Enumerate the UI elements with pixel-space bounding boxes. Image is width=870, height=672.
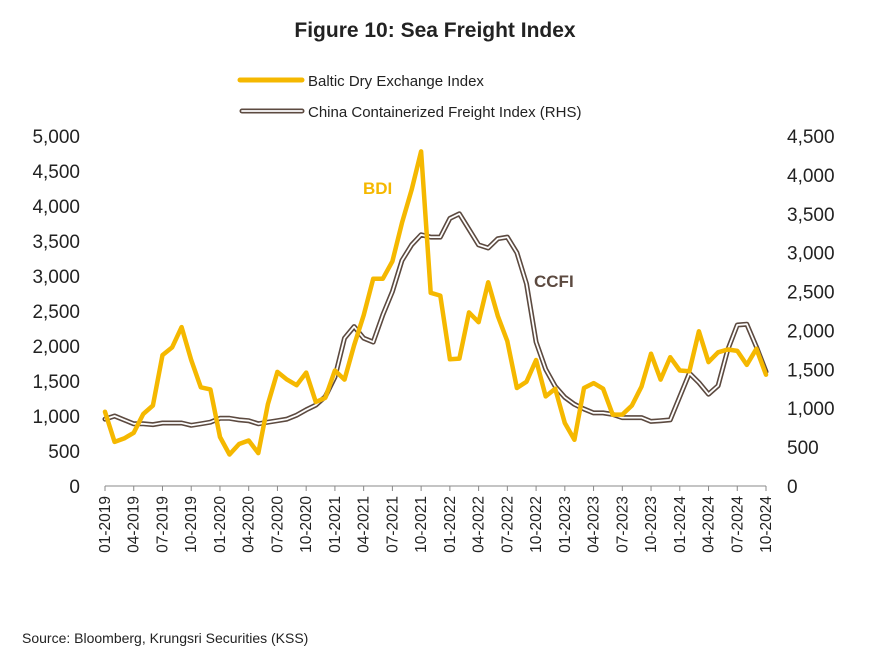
y-left-tick-label: 0 <box>69 477 80 498</box>
y-right-tick-label: 2,500 <box>787 283 835 304</box>
x-tick-label: 10-2019 <box>183 496 200 553</box>
x-tick-label: 07-2019 <box>154 496 171 553</box>
x-tick-label: 10-2020 <box>298 496 315 553</box>
x-tick-label: 04-2024 <box>701 496 718 553</box>
x-tick-label: 01-2019 <box>97 496 114 553</box>
y-right-tick-label: 0 <box>787 477 798 498</box>
x-tick-label: 01-2022 <box>442 496 459 553</box>
x-tick-label: 10-2024 <box>758 496 775 553</box>
y-left-tick-label: 2,000 <box>32 337 80 358</box>
y-right-tick-label: 3,500 <box>787 205 835 226</box>
x-tick-label: 04-2019 <box>126 496 143 553</box>
bdi-series-line <box>102 149 769 457</box>
ccfi-series-line-inner <box>104 212 767 427</box>
x-tick-label: 07-2023 <box>614 496 631 553</box>
x-tick-label: 07-2021 <box>384 496 401 553</box>
chart-title: Figure 10: Sea Freight Index <box>294 19 576 42</box>
y-right-tick-label: 2,000 <box>787 321 835 342</box>
x-tick-label: 07-2024 <box>729 496 746 553</box>
x-tick-label: 04-2023 <box>586 496 603 553</box>
x-tick-label: 01-2023 <box>557 496 574 553</box>
y-left-tick-label: 4,000 <box>32 197 80 218</box>
x-tick-label: 07-2022 <box>499 496 516 553</box>
y-left-tick-label: 1,000 <box>32 407 80 428</box>
x-tick-label: 04-2022 <box>471 496 488 553</box>
y-right-tick-label: 1,000 <box>787 399 835 420</box>
y-left-tick-label: 2,500 <box>32 302 80 323</box>
y-axis-right: 0 500 1,000 1,500 2,000 2,500 3,000 3,500 4,000 4… <box>787 127 835 498</box>
y-left-tick-label: 1,500 <box>32 372 80 393</box>
x-tick-label: 10-2023 <box>643 496 660 553</box>
x-tick-label: 01-2021 <box>327 496 344 553</box>
y-axis-left: 0 500 1,000 1,500 2,000 2,500 3,000 3,500 4,000 4… <box>32 127 80 498</box>
legend-label-bdi: Baltic Dry Exchange Index <box>308 73 484 90</box>
y-left-tick-label: 500 <box>48 442 80 463</box>
x-tick-label: 04-2021 <box>356 496 373 553</box>
x-tick-label: 01-2024 <box>672 496 689 553</box>
x-tick-label: 10-2022 <box>528 496 545 553</box>
legend-label-ccfi: China Containerized Freight Index (RHS) <box>308 104 581 121</box>
y-right-tick-label: 4,500 <box>787 127 835 148</box>
annotation-ccfi: CCFI <box>534 272 574 291</box>
x-tick-label: 10-2021 <box>413 496 430 553</box>
y-right-tick-label: 500 <box>787 438 819 459</box>
y-right-tick-label: 1,500 <box>787 360 835 381</box>
x-tick-label: 01-2020 <box>212 496 229 553</box>
x-axis: 01-2019 04-2019 07-2019 10-2019 01-2020 04-20… <box>97 486 775 553</box>
series-layer <box>102 149 769 457</box>
y-left-tick-label: 5,000 <box>32 127 80 148</box>
y-left-tick-label: 3,000 <box>32 267 80 288</box>
x-tick-label: 04-2020 <box>241 496 258 553</box>
source-note: Source: Bloomberg, Krungsri Securities (… <box>22 630 308 646</box>
legend: Baltic Dry Exchange Index China Containe… <box>237 73 581 121</box>
ccfi-series-line-outer <box>102 211 769 428</box>
y-left-tick-label: 3,500 <box>32 232 80 253</box>
x-tick-label: 07-2020 <box>269 496 286 553</box>
y-right-tick-label: 3,000 <box>787 244 835 265</box>
y-right-tick-label: 4,000 <box>787 166 835 187</box>
y-left-tick-label: 4,500 <box>32 162 80 183</box>
annotation-bdi: BDI <box>363 179 392 198</box>
